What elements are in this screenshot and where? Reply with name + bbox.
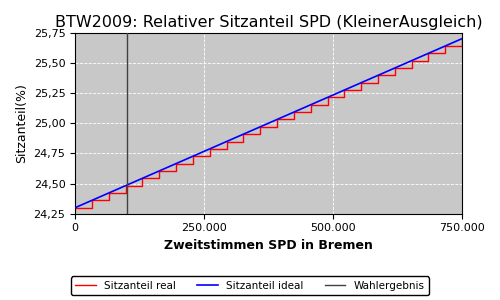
- Sitzanteil real: [408, 59, 414, 62]
- Sitzanteil real: [190, 154, 196, 158]
- Sitzanteil ideal: [260, 124, 266, 127]
- Sitzanteil real: [308, 110, 314, 114]
- Line: Sitzanteil ideal: Sitzanteil ideal: [75, 39, 462, 208]
- Sitzanteil real: [426, 52, 432, 55]
- Sitzanteil real: [140, 176, 145, 180]
- Sitzanteil ideal: [459, 37, 465, 40]
- Sitzanteil real: [224, 147, 230, 151]
- Sitzanteil real: [173, 162, 179, 165]
- Sitzanteil real: [442, 52, 448, 55]
- Title: BTW2009: Relativer Sitzanteil SPD (KleinerAusgleich): BTW2009: Relativer Sitzanteil SPD (Klein…: [55, 15, 482, 30]
- Sitzanteil real: [89, 199, 95, 202]
- Sitzanteil real: [140, 184, 145, 188]
- Sitzanteil real: [156, 169, 162, 173]
- Sitzanteil real: [291, 110, 297, 114]
- Sitzanteil real: [274, 118, 280, 121]
- Sitzanteil ideal: [92, 197, 98, 201]
- Sitzanteil real: [324, 96, 330, 99]
- Sitzanteil real: [240, 140, 246, 143]
- Sitzanteil real: [257, 132, 263, 136]
- Line: Sitzanteil real: Sitzanteil real: [75, 39, 462, 208]
- Sitzanteil real: [190, 162, 196, 165]
- Sitzanteil real: [375, 81, 381, 85]
- Sitzanteil real: [224, 140, 230, 143]
- Sitzanteil real: [173, 169, 179, 173]
- Sitzanteil ideal: [448, 42, 454, 45]
- Sitzanteil ideal: [448, 42, 454, 45]
- Sitzanteil real: [207, 147, 213, 151]
- Sitzanteil real: [308, 103, 314, 106]
- Sitzanteil real: [342, 96, 347, 99]
- Sitzanteil real: [459, 37, 465, 40]
- Sitzanteil real: [72, 206, 78, 209]
- Sitzanteil real: [324, 103, 330, 106]
- Sitzanteil ideal: [250, 128, 256, 132]
- Sitzanteil real: [392, 74, 398, 77]
- Y-axis label: Sitzanteil(%): Sitzanteil(%): [15, 83, 28, 163]
- Sitzanteil real: [89, 206, 95, 209]
- Sitzanteil real: [358, 81, 364, 85]
- Sitzanteil real: [426, 59, 432, 62]
- Sitzanteil real: [156, 176, 162, 180]
- Sitzanteil real: [240, 132, 246, 136]
- Sitzanteil real: [358, 88, 364, 92]
- Sitzanteil real: [291, 118, 297, 121]
- Sitzanteil real: [106, 191, 112, 195]
- Sitzanteil real: [257, 125, 263, 129]
- X-axis label: Zweitstimmen SPD in Bremen: Zweitstimmen SPD in Bremen: [164, 239, 373, 252]
- Sitzanteil real: [342, 88, 347, 92]
- Sitzanteil real: [392, 66, 398, 70]
- Sitzanteil ideal: [72, 206, 78, 209]
- Sitzanteil real: [207, 154, 213, 158]
- Sitzanteil real: [106, 199, 112, 202]
- Sitzanteil ideal: [377, 73, 383, 76]
- Sitzanteil real: [442, 44, 448, 48]
- Sitzanteil real: [122, 191, 128, 195]
- Sitzanteil real: [375, 74, 381, 77]
- Sitzanteil real: [408, 66, 414, 70]
- Legend: Sitzanteil real, Sitzanteil ideal, Wahlergebnis: Sitzanteil real, Sitzanteil ideal, Wahle…: [71, 277, 429, 295]
- Sitzanteil real: [122, 184, 128, 188]
- Sitzanteil real: [459, 44, 465, 48]
- Sitzanteil real: [274, 125, 280, 129]
